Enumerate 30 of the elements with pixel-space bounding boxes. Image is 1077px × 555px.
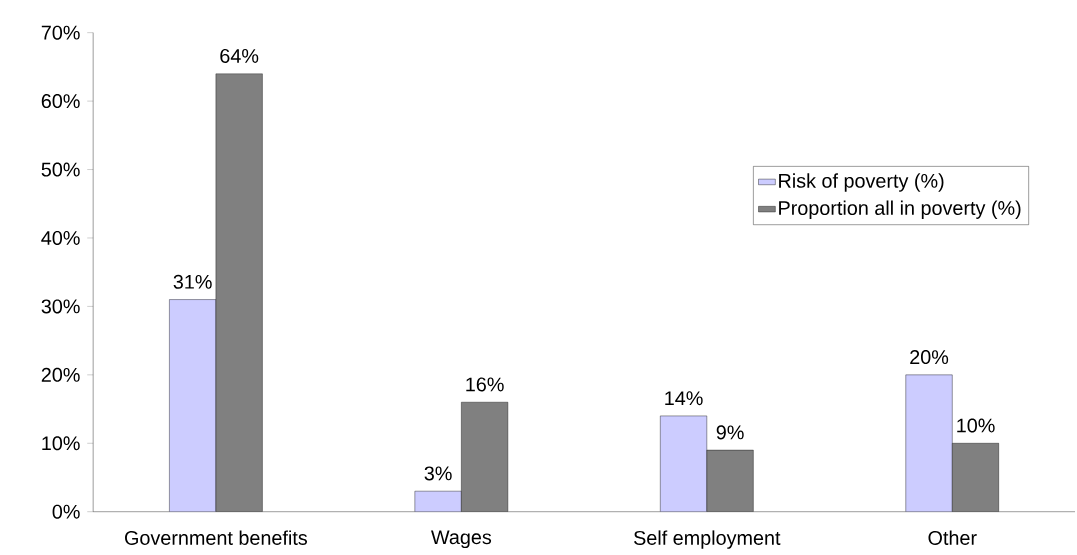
bar	[952, 442, 1000, 512]
data-label: 64%	[220, 48, 259, 63]
bar	[660, 415, 707, 512]
bar	[461, 402, 508, 512]
legend-label: Proportion all in poverty (%)	[779, 200, 1021, 219]
y-tick-label: 70%	[41, 25, 80, 40]
bar	[905, 374, 953, 512]
x-tick-label: Wages	[431, 530, 492, 548]
y-tick-label: 50%	[41, 162, 80, 177]
x-tick-label: Government benefits	[125, 530, 308, 545]
data-label: 14%	[665, 391, 703, 406]
x-tick-label: Other	[928, 530, 977, 545]
data-label: 10%	[957, 418, 995, 433]
data-label: 20%	[910, 349, 949, 364]
bar	[414, 491, 462, 512]
data-label: 16%	[466, 377, 504, 392]
y-tick-label: 60%	[41, 93, 80, 108]
bar	[215, 73, 263, 512]
bar	[706, 450, 754, 512]
y-tick-label: 20%	[41, 367, 80, 382]
data-label: 31%	[173, 274, 212, 289]
bar	[169, 299, 216, 512]
y-tick-label: 40%	[41, 230, 80, 245]
y-tick-label: 10%	[42, 436, 80, 451]
y-tick-label: 30%	[41, 299, 80, 314]
legend-label: Risk of poverty (%)	[779, 173, 944, 192]
x-tick-label: Self employment	[634, 530, 781, 549]
data-label: 3%	[424, 466, 452, 481]
data-label: 9%	[716, 425, 744, 440]
y-tick-label: 0%	[52, 504, 80, 519]
